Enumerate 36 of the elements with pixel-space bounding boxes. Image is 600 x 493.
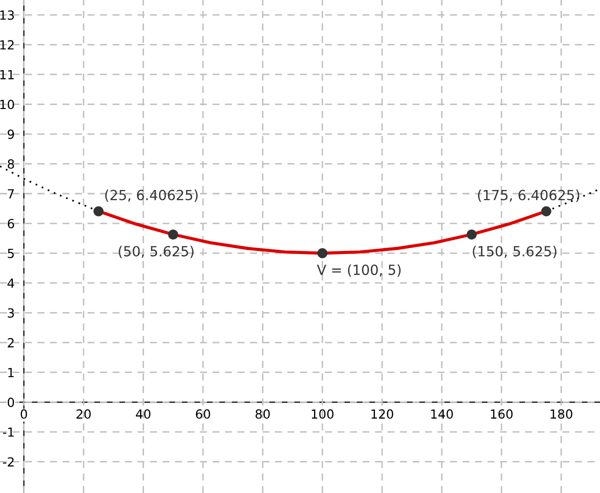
- x-tick-label: 60: [196, 409, 210, 419]
- annotation: V = (100, 5): [316, 264, 401, 277]
- annotation: (50, 5.625): [118, 246, 194, 258]
- x-tick-label: 20: [76, 409, 91, 419]
- y-tick-label: 5: [8, 248, 14, 258]
- annotation: (25, 6.40625): [105, 190, 198, 202]
- y-tick-label: 8: [8, 159, 14, 169]
- point: [466, 230, 477, 240]
- y-tick-label: 4: [8, 278, 14, 288]
- y-tick-label: 2: [8, 338, 14, 348]
- y-tick-label: -2: [3, 457, 14, 466]
- y-tick-label: 10: [0, 100, 14, 110]
- y-tick-label: 9: [8, 130, 14, 139]
- x-tick-label: 40: [136, 409, 150, 419]
- x-tick-label: 120: [372, 409, 394, 419]
- annotation: (150, 5.625): [472, 246, 556, 258]
- point: [93, 206, 104, 216]
- x-tick-label: 100: [312, 409, 334, 419]
- y-tick-label: 13: [0, 10, 14, 20]
- y-tick-label: -1: [3, 428, 14, 437]
- y-tick-label: 12: [0, 40, 14, 50]
- y-tick-label: 1: [8, 368, 14, 378]
- x-tick-label: 80: [256, 409, 270, 419]
- y-tick-label: 6: [8, 218, 14, 228]
- annotation: (175, 6.40625): [478, 190, 580, 202]
- y-tick-label: 3: [8, 308, 14, 318]
- point: [317, 248, 328, 258]
- y-tick-label: 7: [8, 189, 14, 198]
- point: [541, 206, 552, 216]
- x-tick-label: 160: [490, 409, 513, 419]
- x-tick-label: 180: [550, 409, 572, 419]
- y-tick-label: 11: [0, 70, 14, 80]
- point: [168, 230, 178, 240]
- x-tick-label: 140: [431, 409, 453, 419]
- x-tick-label: 0: [20, 409, 28, 419]
- y-tick-label: 0: [8, 398, 14, 408]
